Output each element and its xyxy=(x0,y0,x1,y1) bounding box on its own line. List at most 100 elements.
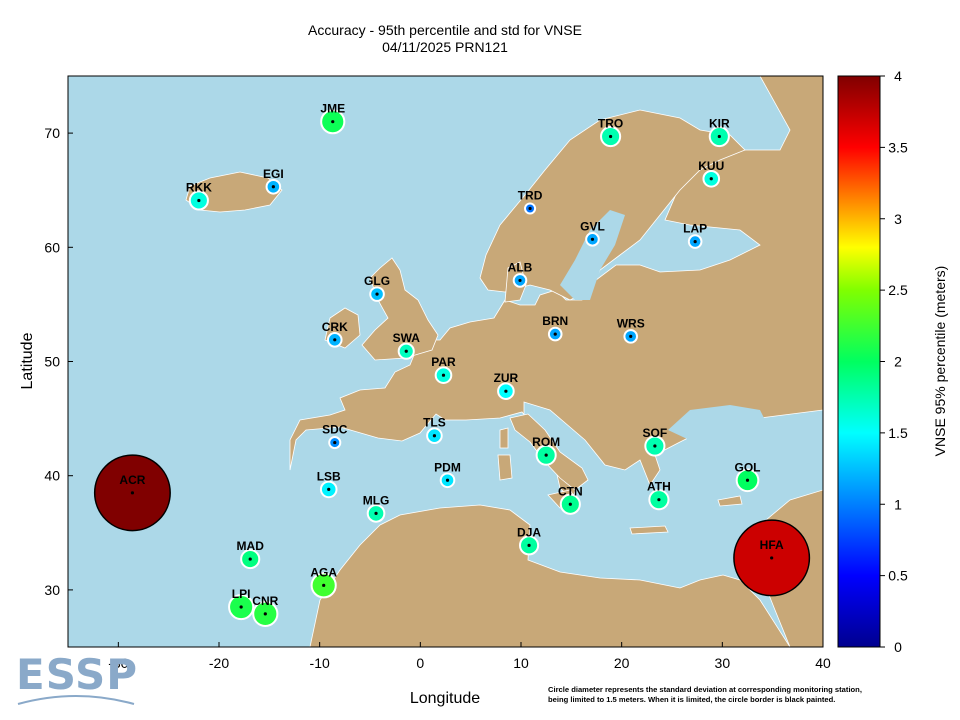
colorbar-tick-label: 2.5 xyxy=(888,282,908,298)
colorbar: 0 0.5 1 1.5 2 2.5 3 3.5 4 VNSE 95% percentile (m… xyxy=(837,68,948,655)
station-label: ZUR xyxy=(494,371,519,385)
y-tick-label: 50 xyxy=(44,354,60,370)
station-dot xyxy=(271,185,275,189)
station-label: LAP xyxy=(683,222,707,236)
station-label: KIR xyxy=(709,117,730,131)
colorbar-ticks: 0 0.5 1 1.5 2 2.5 3 3.5 4 xyxy=(880,68,908,655)
station-label: ROM xyxy=(532,435,560,449)
station-label: CTN xyxy=(558,484,583,498)
station-label: CRK xyxy=(322,320,348,334)
y-tick-label: 70 xyxy=(44,125,60,141)
station-dot xyxy=(374,511,378,515)
station-wrs: WRS xyxy=(617,316,645,344)
station-label: ALB xyxy=(508,260,533,274)
station-tls: TLS xyxy=(423,416,446,445)
station-gvl: GVL xyxy=(580,219,605,247)
land-sardinia xyxy=(497,454,513,481)
station-label: DJA xyxy=(517,525,541,539)
land-corsica xyxy=(499,427,509,449)
station-lsb: LSB xyxy=(317,469,341,499)
station-dot xyxy=(333,338,337,342)
y-tick-label: 40 xyxy=(44,468,60,484)
land-cyprus xyxy=(717,495,743,507)
adriatic-sea xyxy=(545,420,595,470)
station-dot xyxy=(745,478,750,482)
station-dot xyxy=(322,583,326,587)
station-gol: GOL xyxy=(735,460,761,493)
stations-layer: JME TRO KIR KUU RKK EGI TRD GVL LAP ALB GLG BRN WRS C… xyxy=(93,102,811,627)
colorbar-tick-label: 3 xyxy=(894,211,902,227)
station-label: WRS xyxy=(617,316,645,330)
station-swa: SWA xyxy=(393,331,421,360)
station-dot xyxy=(770,556,774,560)
baltic-sea xyxy=(560,210,625,300)
station-mad: MAD xyxy=(237,539,264,570)
x-tick-label: -20 xyxy=(209,655,229,671)
essp-logo: ESSP xyxy=(16,650,139,699)
station-label: TRD xyxy=(518,188,543,202)
station-label: KUU xyxy=(698,159,724,173)
title-line-1: Accuracy - 95th percentile and std for V… xyxy=(308,22,582,38)
station-dot xyxy=(544,453,548,457)
title-line-2: 04/11/2025 PRN121 xyxy=(382,39,508,55)
land-great-britain xyxy=(361,257,439,361)
station-label: TLS xyxy=(423,416,446,430)
land-masses xyxy=(185,76,823,647)
station-mlg: MLG xyxy=(363,493,390,523)
map-plot-area: JME TRO KIR KUU RKK EGI TRD GVL LAP ALB GLG BRN WRS C… xyxy=(68,76,823,647)
x-tick-label: -10 xyxy=(310,655,330,671)
station-dot xyxy=(404,349,408,353)
station-glg: GLG xyxy=(364,274,390,302)
station-dot xyxy=(608,134,613,139)
station-dot xyxy=(333,440,337,445)
station-label: SWA xyxy=(393,331,421,345)
station-zur: ZUR xyxy=(494,371,519,400)
station-ath: ATH xyxy=(647,480,671,511)
station-tro: TRO xyxy=(598,117,623,148)
colorbar-tick-label: 4 xyxy=(894,68,902,84)
station-dot xyxy=(197,198,201,203)
station-hfa: HFA xyxy=(733,519,811,597)
colorbar-tick-label: 0 xyxy=(894,639,902,655)
station-jme: JME xyxy=(320,102,346,135)
station-label: PDM xyxy=(434,460,461,474)
station-rkk: RKK xyxy=(186,180,212,211)
station-dot xyxy=(717,134,721,139)
station-label: LSB xyxy=(317,469,341,483)
footnote: Circle diameter represents the standard … xyxy=(548,685,958,705)
station-label: RKK xyxy=(186,180,212,194)
station-label: JME xyxy=(320,102,345,116)
colorbar-tick-label: 2 xyxy=(894,354,902,370)
colorbar-tick-label: 1 xyxy=(894,496,902,512)
black-sea xyxy=(668,405,770,445)
station-label: SOF xyxy=(643,426,668,440)
station-dot xyxy=(445,478,450,482)
station-dot xyxy=(590,237,595,241)
station-label: LPI xyxy=(232,587,251,601)
station-label: MLG xyxy=(363,493,390,507)
station-dot xyxy=(441,373,446,377)
station-par: PAR xyxy=(431,355,456,385)
station-cnr: CNR xyxy=(252,594,279,627)
station-dot xyxy=(239,605,243,609)
station-label: SDC xyxy=(322,423,348,437)
axis-layer: -30 -20 -10 0 10 20 30 40 30 40 50 60 70 xyxy=(44,125,831,671)
station-label: PAR xyxy=(431,355,456,369)
station-dot xyxy=(518,278,522,283)
y-axis-label: Latitude xyxy=(19,332,36,389)
station-dot xyxy=(528,206,532,211)
station-label: GVL xyxy=(580,219,605,233)
land-crete xyxy=(629,525,669,535)
station-trd: TRD xyxy=(518,188,543,215)
inland-waters xyxy=(545,210,770,470)
x-tick-label: 10 xyxy=(513,655,529,671)
station-label: TRO xyxy=(598,117,623,131)
station-ctn: CTN xyxy=(558,484,583,515)
x-tick-label: 30 xyxy=(715,655,731,671)
station-dot xyxy=(568,502,572,506)
station-label: AGA xyxy=(310,565,337,579)
station-label: ACR xyxy=(119,473,145,487)
station-dot xyxy=(327,487,331,492)
footnote-line-2: being limited to 1.5 meters. When it is … xyxy=(548,695,836,704)
station-acr: ACR xyxy=(93,454,171,532)
